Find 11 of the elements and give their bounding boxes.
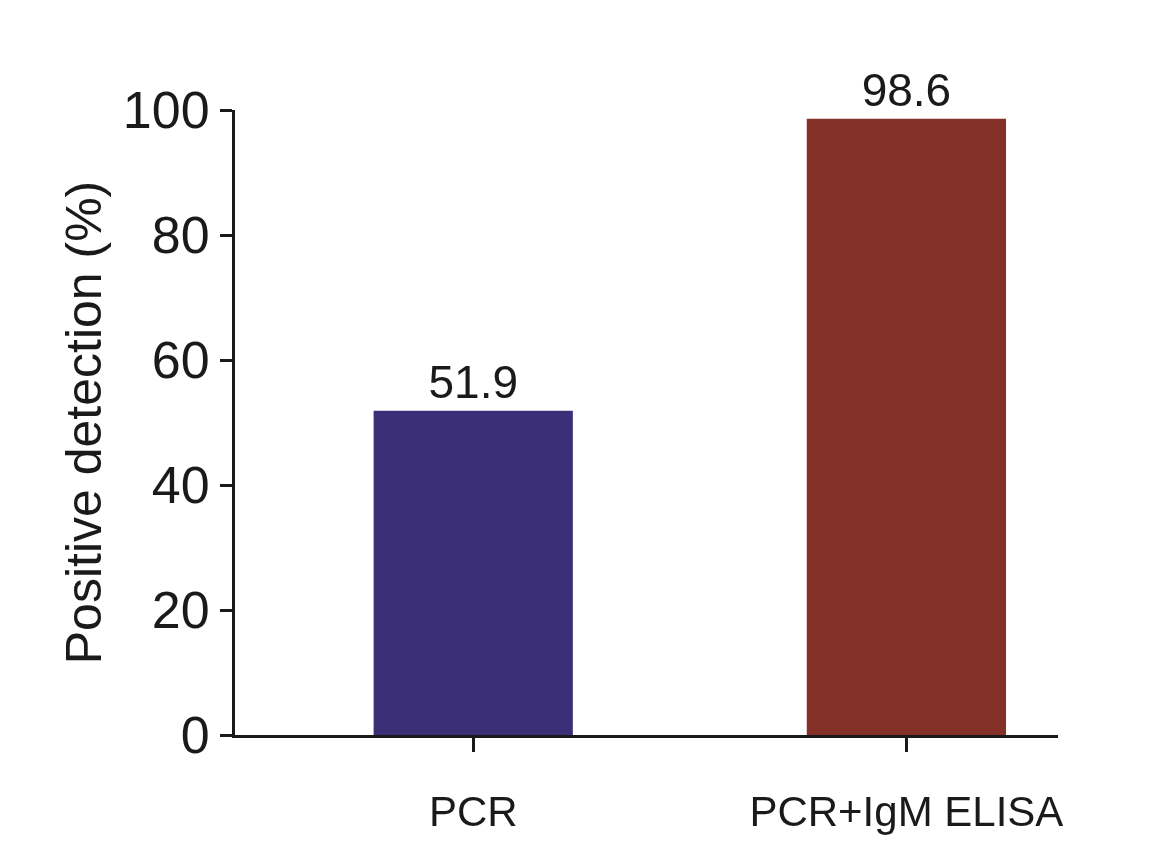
y-tick-label: 0	[180, 706, 210, 765]
x-tick-label: PCR+IgM ELISA	[749, 788, 1064, 836]
y-tick-label: 80	[151, 206, 210, 265]
y-tick-label: 100	[122, 81, 210, 140]
x-tick-label: PCR	[428, 788, 518, 836]
data-label: 51.9	[428, 355, 518, 408]
data-label: 98.6	[861, 63, 952, 116]
y-tick-label: 60	[151, 331, 210, 390]
y-tick-label: 20	[151, 581, 210, 640]
y-tick-label: 40	[151, 456, 210, 515]
y-axis-title: Positive detection (%)	[55, 180, 112, 665]
